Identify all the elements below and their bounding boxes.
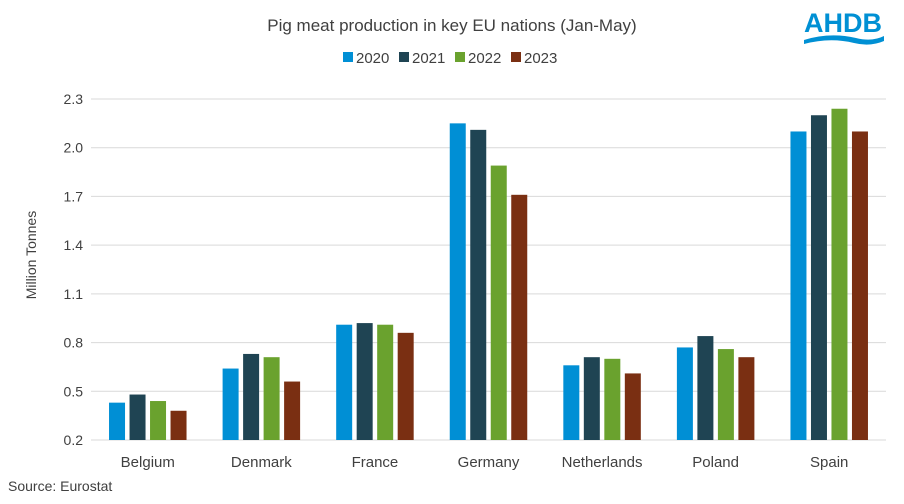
bar-2020-poland bbox=[676, 347, 693, 440]
y-tick-label: 2.0 bbox=[64, 140, 84, 156]
bar-2021-germany bbox=[470, 129, 487, 440]
y-tick-label: 0.8 bbox=[64, 335, 84, 351]
source-note: Source: Eurostat bbox=[8, 478, 112, 494]
x-tick-label: Germany bbox=[458, 454, 520, 471]
bars bbox=[109, 108, 868, 441]
legend-swatch-2021 bbox=[399, 52, 409, 62]
bar-2021-poland bbox=[697, 336, 714, 440]
bar-2021-denmark bbox=[243, 353, 260, 440]
bar-2022-germany bbox=[490, 165, 507, 441]
bar-2022-netherlands bbox=[604, 358, 621, 440]
y-tick-label: 1.7 bbox=[64, 188, 84, 204]
y-tick-label: 0.5 bbox=[64, 383, 84, 399]
legend-swatch-2020 bbox=[343, 52, 353, 62]
bar-2021-spain bbox=[810, 115, 827, 440]
legend-label-2022: 2022 bbox=[468, 50, 501, 67]
gridlines bbox=[91, 98, 886, 441]
x-tick-label: Denmark bbox=[231, 454, 292, 471]
bar-2022-denmark bbox=[263, 357, 280, 440]
x-tick-label: France bbox=[352, 454, 399, 471]
bar-2023-belgium bbox=[170, 410, 187, 440]
x-axis-labels: Belgium Denmark France Germany Netherlands Po… bbox=[121, 454, 849, 471]
legend: 2020 2021 2022 2023 bbox=[343, 50, 557, 67]
y-tick-label: 1.4 bbox=[64, 237, 84, 253]
x-tick-label: Spain bbox=[810, 454, 848, 471]
x-tick-label: Poland bbox=[692, 454, 739, 471]
logo-text: AHDB bbox=[804, 8, 882, 38]
legend-label-2021: 2021 bbox=[412, 50, 445, 67]
y-tick-label: 1.1 bbox=[64, 286, 84, 302]
bar-2021-netherlands bbox=[583, 357, 600, 440]
y-tick-label: 0.2 bbox=[64, 432, 84, 448]
y-tick-label: 2.3 bbox=[64, 91, 84, 107]
legend-swatch-2022 bbox=[455, 52, 465, 62]
bar-2022-france bbox=[377, 324, 394, 440]
y-axis-labels: 0.2 0.5 0.8 1.1 1.4 1.7 2.0 2.3 bbox=[64, 91, 84, 448]
bar-2021-france bbox=[356, 323, 373, 440]
bar-2022-belgium bbox=[150, 401, 167, 440]
bar-2022-poland bbox=[717, 349, 734, 440]
bar-2023-netherlands bbox=[624, 373, 641, 440]
bar-2020-belgium bbox=[109, 402, 126, 440]
bar-2022-spain bbox=[831, 108, 848, 440]
bar-2020-denmark bbox=[222, 368, 239, 440]
x-tick-label: Netherlands bbox=[562, 454, 643, 471]
legend-swatch-2023 bbox=[511, 52, 521, 62]
bar-2023-poland bbox=[738, 357, 755, 440]
y-axis-title: Million Tonnes bbox=[23, 211, 39, 299]
bar-2023-denmark bbox=[284, 381, 301, 440]
bar-2020-spain bbox=[790, 131, 807, 440]
bar-2020-germany bbox=[449, 123, 466, 440]
bar-2023-germany bbox=[511, 194, 528, 440]
bar-2021-belgium bbox=[129, 394, 146, 440]
bar-2023-france bbox=[397, 332, 414, 440]
bar-2020-france bbox=[336, 324, 353, 440]
legend-label-2020: 2020 bbox=[356, 50, 389, 67]
legend-label-2023: 2023 bbox=[524, 50, 557, 67]
bar-2023-spain bbox=[851, 131, 868, 440]
chart-title: Pig meat production in key EU nations (J… bbox=[267, 16, 636, 35]
x-tick-label: Belgium bbox=[121, 454, 175, 471]
bar-2020-netherlands bbox=[563, 365, 580, 440]
ahdb-logo: AHDB bbox=[800, 6, 886, 51]
